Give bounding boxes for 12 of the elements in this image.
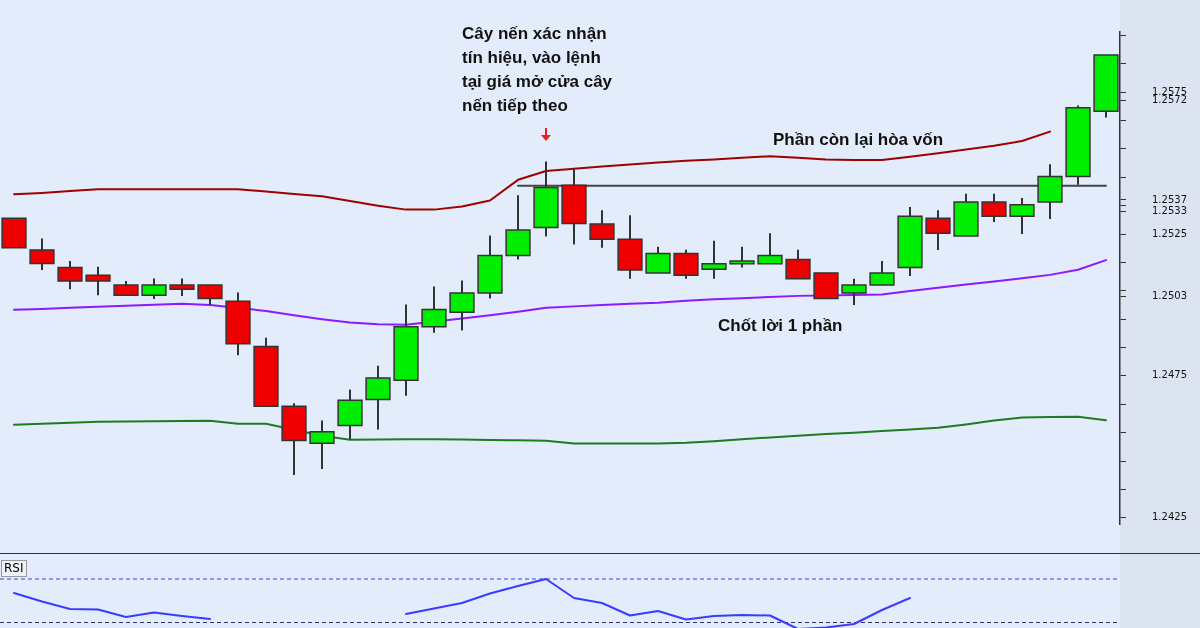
y-tick-label: 1.2425 xyxy=(1152,511,1187,523)
y-tick-label: 1.2503 xyxy=(1152,290,1187,302)
annotation: Phần còn lại hòa vốn xyxy=(773,129,944,151)
y-tick-label: 1.2537 xyxy=(1152,193,1187,205)
y-tick-label: 1.2475 xyxy=(1152,369,1187,381)
annotation: Cây nến xác nhận tín hiệu, vào lệnh tại giá mở cửa cây nến tiếp theo xyxy=(462,23,613,117)
annotation: Chốt lời 1 phần xyxy=(718,315,843,337)
y-tick-label: 1.2525 xyxy=(1152,227,1187,239)
y-tick-label: 1.2572 xyxy=(1152,94,1187,106)
y-tick-label: 1.2533 xyxy=(1152,204,1187,216)
chart-title: RSI xyxy=(1,560,27,577)
y-tick-label: 1.2575 xyxy=(1152,85,1187,97)
